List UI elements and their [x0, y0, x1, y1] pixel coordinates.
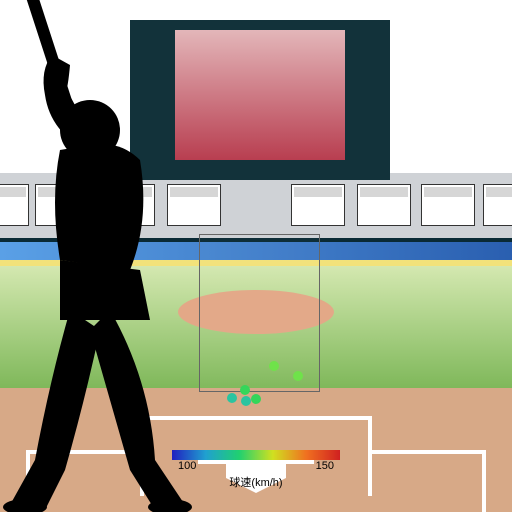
batter-silhouette	[0, 0, 512, 512]
